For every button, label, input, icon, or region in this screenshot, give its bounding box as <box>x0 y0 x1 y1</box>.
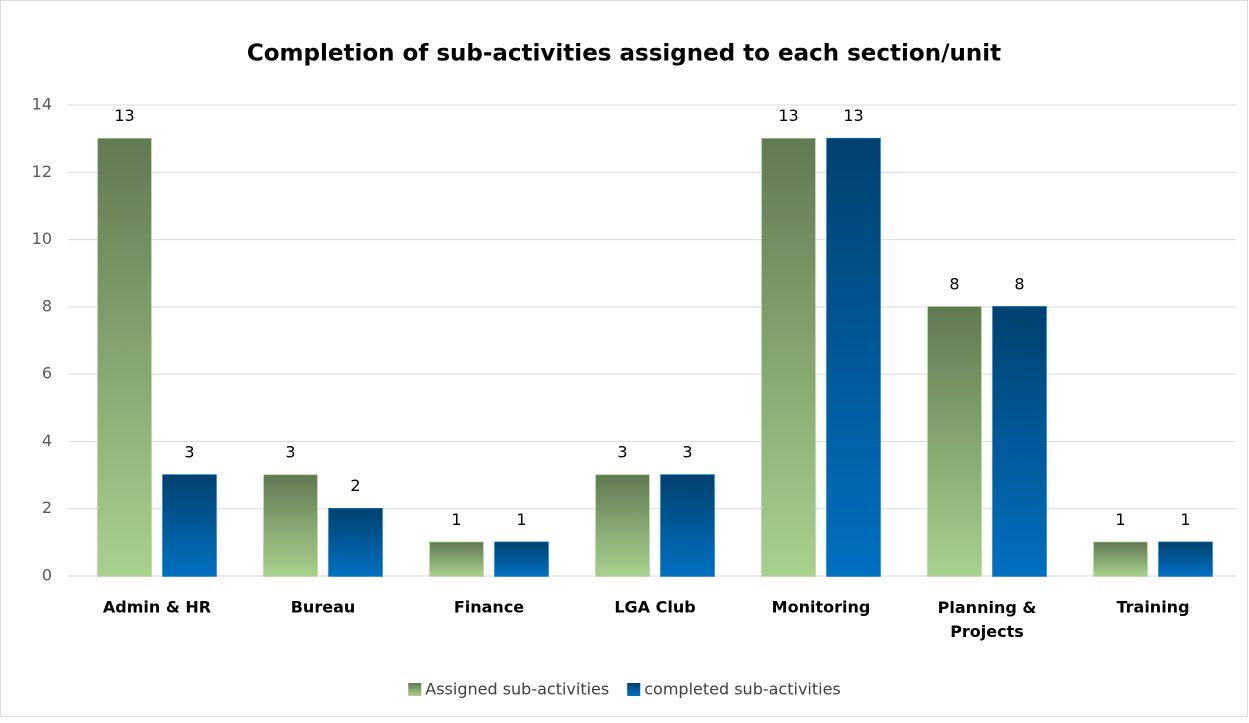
bar <box>1093 541 1148 577</box>
x-tick-label: Bureau <box>291 598 356 617</box>
y-tick-label: 6 <box>42 364 52 383</box>
bar <box>162 474 217 577</box>
bar <box>429 541 484 577</box>
x-tick-label: Monitoring <box>772 598 871 617</box>
data-label: 8 <box>1014 274 1024 293</box>
data-label: 1 <box>516 510 526 529</box>
data-label: 3 <box>617 443 627 462</box>
bar <box>1158 541 1213 577</box>
bar <box>595 474 650 577</box>
y-tick-label: 4 <box>42 431 52 450</box>
data-label: 13 <box>114 106 134 125</box>
legend-label: Assigned sub-activities <box>425 680 609 699</box>
bar <box>328 507 383 577</box>
data-label: 8 <box>949 274 959 293</box>
data-label: 3 <box>285 443 295 462</box>
data-label: 1 <box>1180 510 1190 529</box>
x-tick-label: Training <box>1116 598 1189 617</box>
legend: Assigned sub-activities completed sub-act… <box>408 680 841 699</box>
data-label: 1 <box>1115 510 1125 529</box>
bar <box>660 474 715 577</box>
bar <box>97 137 152 577</box>
y-tick-label: 14 <box>32 95 52 114</box>
bar <box>927 306 982 577</box>
data-label: 13 <box>843 106 863 125</box>
data-label: 2 <box>350 476 360 495</box>
y-tick-label: 10 <box>32 229 52 248</box>
x-tick-label: Admin & HR <box>103 598 211 617</box>
data-label: 13 <box>778 106 798 125</box>
y-tick-label: 2 <box>42 498 52 517</box>
bar <box>494 541 549 577</box>
data-label: 3 <box>184 443 194 462</box>
bar <box>761 137 816 577</box>
legend-label: completed sub-activities <box>644 680 841 699</box>
legend-swatch-shade <box>408 683 422 696</box>
x-tick-label: LGA Club <box>614 598 695 617</box>
bar <box>992 306 1047 577</box>
y-tick-label: 12 <box>32 162 52 181</box>
data-label: 3 <box>682 443 692 462</box>
y-tick-label: 0 <box>42 566 52 585</box>
bar <box>263 474 318 577</box>
data-label: 1 <box>451 510 461 529</box>
y-tick-label: 8 <box>42 296 52 315</box>
bar <box>826 137 881 577</box>
x-tick-label: Planning & Projects <box>938 598 1037 641</box>
chart-title: Completion of sub-activities assigned to… <box>247 41 1001 67</box>
x-tick-label: Finance <box>454 598 524 617</box>
legend-swatch-shade <box>627 683 641 696</box>
